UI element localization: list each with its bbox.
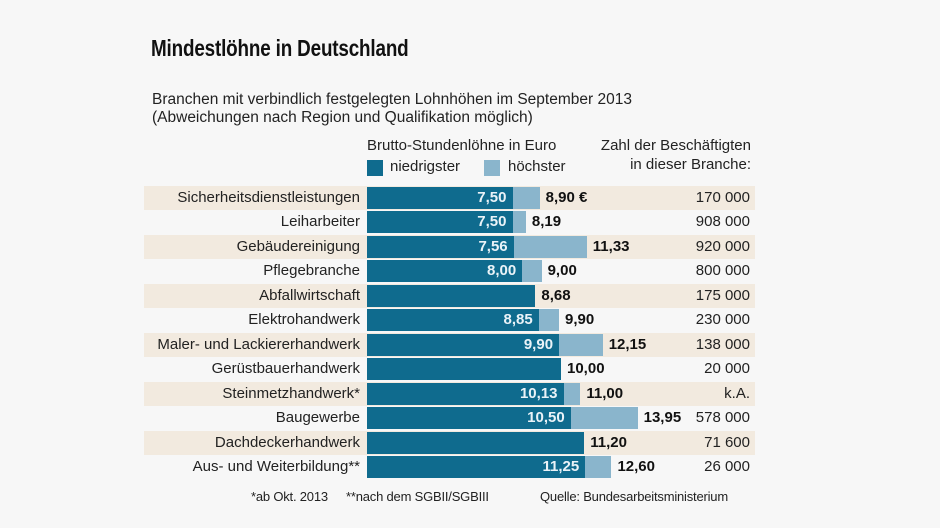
bar-min-wage	[367, 260, 523, 283]
bar-min-wage	[367, 382, 564, 405]
max-wage-label: 9,90	[565, 311, 595, 329]
employee-count: 26 000	[704, 457, 750, 475]
bar-min-wage	[367, 358, 561, 381]
employee-count: 138 000	[695, 335, 750, 353]
table-row: Maler- und Lackiererhandwerk 9,90 12,15 138…	[144, 332, 755, 357]
footnote-1: *ab Okt. 2013	[251, 489, 328, 504]
category-label: Sicherheitsdienstleistungen	[177, 189, 360, 206]
wages-axis-heading: Brutto-Stundenlöhne in Euro	[367, 137, 557, 154]
employee-count: 800 000	[695, 262, 750, 280]
max-wage-label: 12,15	[608, 335, 647, 353]
category-label: Gebäudereinigung	[236, 237, 360, 255]
employee-count: 170 000	[695, 189, 750, 206]
min-wage-label: 8,85	[503, 311, 533, 329]
min-wage-label: 8,00	[486, 262, 517, 280]
table-row: Gebäudereinigung 7,56 11,33 920 000	[144, 234, 755, 259]
table-row: Elektrohandwerk 8,85 9,90 230 000	[144, 308, 755, 332]
employee-count: 71 600	[704, 433, 750, 451]
min-wage-label: 7,56	[478, 237, 508, 255]
max-wage-label: 11,33	[592, 237, 630, 255]
category-label: Leiharbeiter	[280, 213, 360, 231]
max-wage-label: 11,20	[590, 433, 627, 451]
max-wage-label: 13,95	[643, 409, 682, 427]
category-label: Aus- und Weiterbildung**	[192, 457, 360, 475]
employee-count: k.A.	[724, 384, 750, 402]
legend-label-max: höchster	[508, 158, 566, 175]
employees-heading-line-2: in dieser Branche:	[630, 156, 751, 173]
max-wage-label: 8,19	[531, 213, 562, 231]
category-label: Dachdeckerhandwerk	[214, 433, 360, 451]
min-wage-label: 7,50	[477, 189, 507, 206]
category-label: Gerüstbauerhandwerk	[211, 360, 360, 378]
min-wage-label: 7,50	[477, 213, 507, 231]
employee-count: 908 000	[695, 213, 750, 231]
category-label: Pflegebranche	[263, 262, 360, 280]
max-wage-label: 10,00	[567, 360, 605, 378]
bar-min-wage	[367, 284, 536, 307]
chart-subtitle-line-2: (Abweichungen nach Region und Qualifikat…	[152, 109, 533, 126]
legend-swatch-max	[484, 160, 500, 176]
chart-subtitle-line-1: Branchen mit verbindlich festgelegten Lo…	[152, 91, 632, 108]
bar-min-wage	[367, 431, 585, 454]
employee-count: 20 000	[704, 360, 750, 378]
max-wage-label: 12,60	[617, 457, 655, 475]
category-label: Baugewerbe	[275, 409, 360, 427]
employee-count: 230 000	[695, 311, 750, 329]
source-note: Quelle: Bundesarbeitsministerium	[540, 489, 728, 504]
min-wage-label: 10,50	[527, 409, 565, 427]
table-row: Baugewerbe 10,50 13,95 578 000	[144, 406, 755, 430]
max-wage-label: 8,90 €	[545, 189, 588, 206]
legend-swatch-min	[367, 160, 383, 176]
min-wage-label: 9,90	[523, 335, 554, 353]
bar-min-wage	[367, 333, 560, 356]
bar-min-wage	[367, 211, 513, 234]
employee-count: 578 000	[695, 409, 750, 427]
table-row: Abfallwirtschaft 8,68 175 000	[144, 283, 755, 308]
category-label: Maler- und Lackiererhandwerk	[157, 335, 360, 353]
table-row: Pflegebranche 8,00 9,00 800 000	[144, 259, 755, 283]
category-label: Elektrohandwerk	[248, 311, 360, 329]
table-row: Sicherheitsdienstleistungen 7,50 8,90 € 170…	[144, 186, 755, 210]
bar-min-wage	[367, 235, 514, 258]
bar-min-wage	[367, 187, 513, 209]
bar-min-wage	[367, 309, 539, 332]
max-wage-label: 9,00	[547, 262, 577, 280]
employee-count: 175 000	[695, 286, 750, 304]
table-row: Gerüstbauerhandwerk 10,00 20 000	[144, 357, 755, 381]
employee-count: 920 000	[695, 237, 750, 255]
bar-min-wage	[367, 455, 586, 478]
table-row: Aus- und Weiterbildung** 11,25 12,60 26 000	[144, 455, 755, 479]
category-label: Steinmetzhandwerk*	[222, 384, 360, 402]
employees-heading-line-1: Zahl der Beschäftigten	[600, 137, 751, 154]
table-row: Leiharbeiter 7,50 8,19 908 000	[144, 210, 755, 234]
table-row: Dachdeckerhandwerk 11,20 71 600	[144, 430, 755, 455]
bar-min-wage	[367, 407, 571, 430]
legend-label-min: niedrigster	[390, 158, 461, 175]
table-row: Steinmetzhandwerk* 10,13 11,00 k.A.	[144, 381, 755, 406]
min-wage-label: 11,25	[542, 457, 580, 475]
min-wage-label: 10,13	[519, 384, 558, 402]
max-wage-label: 8,68	[541, 286, 571, 304]
chart-title: Mindestlöhne in Deutschland	[151, 35, 409, 61]
category-label: Abfallwirtschaft	[259, 286, 360, 304]
max-wage-label: 11,00	[586, 384, 624, 402]
footnote-2: **nach dem SGBII/SGBIII	[346, 489, 489, 504]
